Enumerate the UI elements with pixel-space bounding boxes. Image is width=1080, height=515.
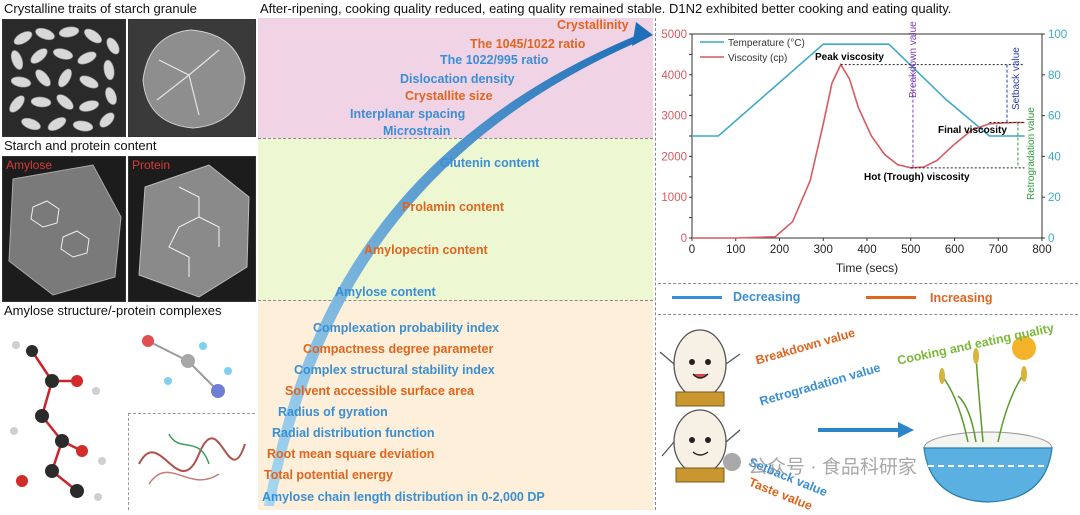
amylose-label: Amylose <box>6 158 53 172</box>
small-molecule-image <box>142 335 232 398</box>
indicator-amylopectin-content: Amylopectin content <box>364 243 488 257</box>
sun-icon <box>1012 336 1036 360</box>
protein-micrograph: Protein <box>128 156 256 302</box>
cooking-quality-illustration <box>659 329 1053 503</box>
decreasing-legend-line <box>672 296 722 299</box>
indicator-amylose-content: Amylose content <box>335 285 436 299</box>
x-axis-label: Time (secs) <box>836 261 898 275</box>
y-left-tick-label: 1000 <box>661 192 687 204</box>
legend-label-1: Viscosity (cp) <box>728 53 787 64</box>
annotation-breakdown-value: Breakdown value <box>908 21 919 98</box>
increasing-legend-line <box>866 296 916 299</box>
protein-ribbon-model <box>128 413 255 510</box>
annotation-final-viscosity: Final viscosity <box>938 125 1007 136</box>
annotation-retrogradation-value: Retrogradation value <box>1026 107 1037 200</box>
increasing-legend-label: Increasing <box>930 291 993 305</box>
annotation-trough-viscosity: Hot (Trough) viscosity <box>864 172 970 183</box>
y-left-tick-label: 4000 <box>661 70 687 82</box>
indicator-microstrain: Microstrain <box>383 124 451 138</box>
x-tick-label: 500 <box>901 244 920 256</box>
rice-plant-icon <box>941 355 1025 443</box>
series-line-0 <box>692 43 1025 137</box>
y-left-tick-label: 3000 <box>661 111 687 123</box>
indicator-crystallinity: Crystallinity <box>557 18 629 32</box>
x-tick-label: 400 <box>857 244 876 256</box>
y-right-tick-label: 100 <box>1048 29 1067 41</box>
indicator-structural-stability: Complex structural stability index <box>294 363 495 377</box>
decreasing-legend-label: Decreasing <box>733 290 801 304</box>
starch-protein-section-title: Starch and protein content <box>4 138 157 153</box>
indicator-radius-of-gyration: Radius of gyration <box>278 405 388 419</box>
rice-character-smiling <box>661 409 741 483</box>
top-conclusion-text: After-ripening, cooking quality reduced,… <box>260 1 952 16</box>
amylose-structure-section-title: Amylose structure/-protein complexes <box>4 303 222 318</box>
x-tick-label: 100 <box>726 244 745 256</box>
indicator-complexation-probability: Complexation probability index <box>313 321 500 335</box>
y-left-tick-label: 0 <box>681 233 687 245</box>
y-right-tick-label: 20 <box>1048 192 1061 204</box>
chart-divider <box>658 283 1078 284</box>
indicator-chain-length-distribution: Amylose chain length distribution in 0-2… <box>262 490 545 504</box>
legend-divider <box>658 314 1078 315</box>
ball-stick-molecule-image <box>10 341 106 501</box>
x-tick-label: 700 <box>989 244 1008 256</box>
x-tick-label: 0 <box>689 244 695 256</box>
rva-viscosity-chart: 0 100 200 300 400 500 600 700 800010002000300040… <box>661 29 1067 275</box>
y-left-tick-label: 2000 <box>661 151 687 163</box>
amylose-granule-image <box>8 164 122 296</box>
amylose-micrograph: Amylose <box>2 156 126 302</box>
annotation-peak-viscosity: Peak viscosity <box>815 52 884 63</box>
rice-ear-icon <box>939 348 1027 384</box>
amylose-molecule-model <box>2 321 124 509</box>
protein-granule-image <box>138 164 250 298</box>
indicator-total-potential-energy: Total potential energy <box>264 468 393 482</box>
indicator-glutenin-content: Glutenin content <box>440 156 540 170</box>
series-line-1 <box>692 62 1025 239</box>
indicator-dislocation-density: Dislocation density <box>400 72 515 86</box>
indicator-crystallite-size: Crystallite size <box>405 89 493 103</box>
annotation-setback-value: Setback value <box>1011 47 1022 110</box>
y-right-tick-label: 40 <box>1048 151 1061 163</box>
indicator-interplanar-spacing: Interplanar spacing <box>350 107 466 121</box>
indicator-prolamin-content: Prolamin content <box>402 200 505 214</box>
rice-grains-micrograph <box>2 19 126 137</box>
content-indicator-band <box>258 138 653 300</box>
trend-arrow <box>264 22 653 506</box>
watermark-text: 公众号 · 食品科研家 <box>748 457 917 478</box>
crystalline-indicator-band <box>258 18 653 138</box>
indicator-1045-1022-ratio: The 1045/1022 ratio <box>470 37 586 51</box>
indicator-compactness-degree: Compactness degree parameter <box>303 342 494 356</box>
indicator-solvent-accessible-area: Solvent accessible surface area <box>285 384 475 398</box>
y-right-tick-label: 80 <box>1048 70 1061 82</box>
indicator-radial-distribution: Radial distribution function <box>272 426 435 440</box>
y-right-tick-label: 60 <box>1048 111 1061 123</box>
band-divider <box>258 138 653 139</box>
indicator-1022-995-ratio: The 1022/995 ratio <box>440 53 549 67</box>
x-tick-label: 800 <box>1032 244 1051 256</box>
trend-arrow-head <box>632 22 653 46</box>
y-left-tick-label: 5000 <box>661 29 687 41</box>
rice-bowl-icon <box>923 431 1053 503</box>
band-divider <box>258 300 653 301</box>
rice-grains-image <box>9 26 120 132</box>
starch-granule-sem-image <box>128 19 256 137</box>
x-tick-label: 300 <box>814 244 833 256</box>
indicator-rmsd: Root mean square deviation <box>267 447 435 461</box>
wechat-icon <box>723 453 741 471</box>
x-tick-label: 200 <box>770 244 789 256</box>
y-right-tick-label: 0 <box>1048 233 1054 245</box>
rice-character-happy <box>659 329 741 407</box>
x-tick-label: 600 <box>945 244 964 256</box>
protein-label: Protein <box>132 158 171 172</box>
column-divider <box>655 18 656 510</box>
protein-ribbon-image <box>138 433 246 485</box>
crystalline-section-title: Crystalline traits of starch granule <box>4 1 197 16</box>
quality-arrow-head <box>898 422 914 438</box>
complex-molecule-model <box>128 321 254 411</box>
legend-label-0: Temperature (°C) <box>728 38 805 49</box>
starch-granule-image <box>142 29 246 129</box>
